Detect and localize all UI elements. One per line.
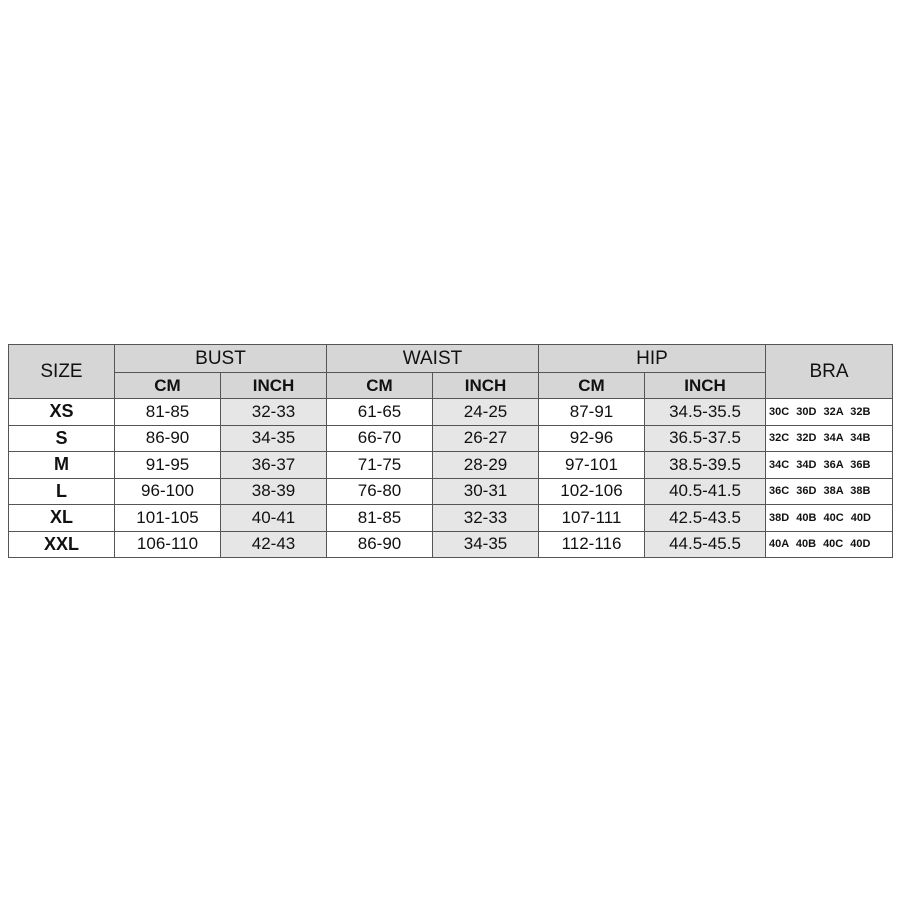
cell-hip-inch: 42.5-43.5 xyxy=(644,504,766,532)
cell-waist-cm: 81-85 xyxy=(326,504,433,532)
cell-hip-inch: 38.5-39.5 xyxy=(644,451,766,479)
cell-waist-inch: 32-33 xyxy=(432,504,539,532)
cell-bra: 38D 40B 40C 40D xyxy=(765,504,893,532)
cell-bust-inch: 40-41 xyxy=(220,504,327,532)
waist-cm-header: CM xyxy=(326,372,433,399)
bra-header: BRA xyxy=(765,344,893,399)
cell-hip-inch: 36.5-37.5 xyxy=(644,424,766,452)
cell-bust-inch: 38-39 xyxy=(220,477,327,505)
bust-cm-header: CM xyxy=(114,372,221,399)
cell-bust-inch: 36-37 xyxy=(220,451,327,479)
size-chart-table: SIZE BUST WAIST HIP BRA CM INCH CM INCH … xyxy=(8,344,893,558)
cell-size: S xyxy=(8,424,115,452)
table-row: XS 81-85 32-33 61-65 24-25 87-91 34.5-35.5 30C … xyxy=(8,398,893,426)
cell-waist-inch: 24-25 xyxy=(432,398,539,426)
cell-bust-inch: 32-33 xyxy=(220,398,327,426)
cell-bust-cm: 106-110 xyxy=(114,530,221,558)
table-row: XXL 106-110 42-43 86-90 34-35 112-116 44.5-45.… xyxy=(8,530,893,558)
cell-size: L xyxy=(8,477,115,505)
table-row: L 96-100 38-39 76-80 30-31 102-106 40.5-41.5 36… xyxy=(8,477,893,505)
cell-size: XXL xyxy=(8,530,115,558)
bust-inch-header: INCH xyxy=(220,372,327,399)
cell-waist-inch: 26-27 xyxy=(432,424,539,452)
cell-hip-cm: 107-111 xyxy=(538,504,645,532)
cell-bust-inch: 42-43 xyxy=(220,530,327,558)
cell-bust-cm: 91-95 xyxy=(114,451,221,479)
cell-waist-cm: 86-90 xyxy=(326,530,433,558)
cell-bust-cm: 86-90 xyxy=(114,424,221,452)
cell-hip-cm: 87-91 xyxy=(538,398,645,426)
cell-bust-cm: 81-85 xyxy=(114,398,221,426)
cell-waist-cm: 61-65 xyxy=(326,398,433,426)
cell-bra: 30C 30D 32A 32B xyxy=(765,398,893,426)
cell-bra: 34C 34D 36A 36B xyxy=(765,451,893,479)
cell-bust-cm: 96-100 xyxy=(114,477,221,505)
cell-waist-cm: 76-80 xyxy=(326,477,433,505)
cell-hip-inch: 34.5-35.5 xyxy=(644,398,766,426)
cell-bust-inch: 34-35 xyxy=(220,424,327,452)
cell-bra: 36C 36D 38A 38B xyxy=(765,477,893,505)
cell-size: XL xyxy=(8,504,115,532)
size-header: SIZE xyxy=(8,344,115,399)
cell-hip-cm: 97-101 xyxy=(538,451,645,479)
cell-hip-inch: 44.5-45.5 xyxy=(644,530,766,558)
table-row: S 86-90 34-35 66-70 26-27 92-96 36.5-37.5 32C 3… xyxy=(8,424,893,452)
cell-size: M xyxy=(8,451,115,479)
cell-size: XS xyxy=(8,398,115,426)
hip-inch-header: INCH xyxy=(644,372,766,399)
hip-header: HIP xyxy=(538,344,766,373)
bust-header: BUST xyxy=(114,344,327,373)
waist-header: WAIST xyxy=(326,344,539,373)
cell-waist-inch: 28-29 xyxy=(432,451,539,479)
table-row: XL 101-105 40-41 81-85 32-33 107-111 42.5-43.5… xyxy=(8,504,893,532)
cell-waist-inch: 34-35 xyxy=(432,530,539,558)
cell-bust-cm: 101-105 xyxy=(114,504,221,532)
cell-bra: 32C 32D 34A 34B xyxy=(765,424,893,452)
table-row: M 91-95 36-37 71-75 28-29 97-101 38.5-39.5 34C … xyxy=(8,451,893,479)
cell-waist-cm: 66-70 xyxy=(326,424,433,452)
hip-cm-header: CM xyxy=(538,372,645,399)
cell-bra: 40A 40B 40C 40D xyxy=(765,530,893,558)
cell-hip-inch: 40.5-41.5 xyxy=(644,477,766,505)
cell-hip-cm: 112-116 xyxy=(538,530,645,558)
cell-hip-cm: 102-106 xyxy=(538,477,645,505)
cell-hip-cm: 92-96 xyxy=(538,424,645,452)
cell-waist-cm: 71-75 xyxy=(326,451,433,479)
cell-waist-inch: 30-31 xyxy=(432,477,539,505)
waist-inch-header: INCH xyxy=(432,372,539,399)
